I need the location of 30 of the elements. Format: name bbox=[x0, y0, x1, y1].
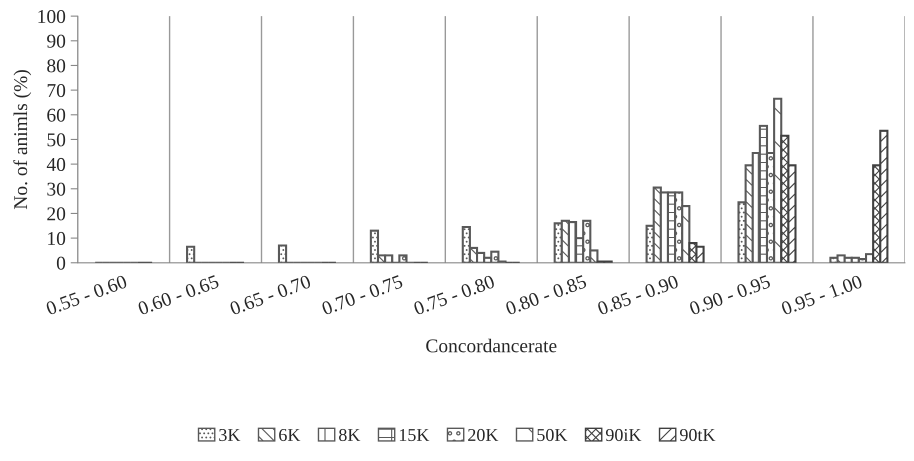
y-tick-label: 40 bbox=[46, 158, 66, 172]
y-tick-label: 100 bbox=[38, 10, 66, 24]
legend-label: 3K bbox=[219, 428, 240, 442]
legend-label: 90tK bbox=[680, 428, 716, 442]
legend-label: 90iK bbox=[606, 428, 642, 442]
y-axis-title: No. of animls (%) bbox=[13, 70, 32, 210]
legend-label: 15K bbox=[400, 428, 430, 442]
y-tick-label: 30 bbox=[47, 182, 66, 196]
y-tick-label: 90 bbox=[47, 34, 66, 48]
legend-label: 20K bbox=[468, 428, 498, 442]
y-tick-label: 80 bbox=[47, 59, 66, 72]
legend-label: 8K bbox=[339, 428, 360, 442]
y-tick-label: 70 bbox=[48, 84, 66, 98]
x-tick-label: 0.60 - 0.65 bbox=[137, 274, 220, 316]
x-tick-label: 0.80 - 0.85 bbox=[504, 274, 588, 316]
x-tick-label: 0.90 - 0.95 bbox=[688, 274, 771, 316]
x-tick-label: 0.65 - 0.70 bbox=[229, 274, 312, 316]
x-tick-label: 0.75 - 0.80 bbox=[412, 274, 496, 316]
x-axis-title: Concordancerate bbox=[426, 338, 556, 352]
y-tick-label: 60 bbox=[47, 108, 66, 122]
x-tick-label: 0.85 - 0.90 bbox=[596, 274, 680, 316]
y-tick-label: 20 bbox=[47, 207, 66, 220]
x-tick-label: 0.70 - 0.75 bbox=[321, 274, 404, 316]
legend-label: 6K bbox=[279, 428, 300, 442]
y-tick-label: 10 bbox=[48, 232, 66, 246]
legend-label: 50K bbox=[537, 428, 568, 442]
x-tick-label: 0.55 - 0.60 bbox=[45, 274, 128, 316]
y-tick-label: 50 bbox=[48, 133, 66, 146]
y-tick-label: 0 bbox=[56, 256, 66, 270]
x-tick-label: 0.95 - 1.00 bbox=[780, 274, 863, 316]
